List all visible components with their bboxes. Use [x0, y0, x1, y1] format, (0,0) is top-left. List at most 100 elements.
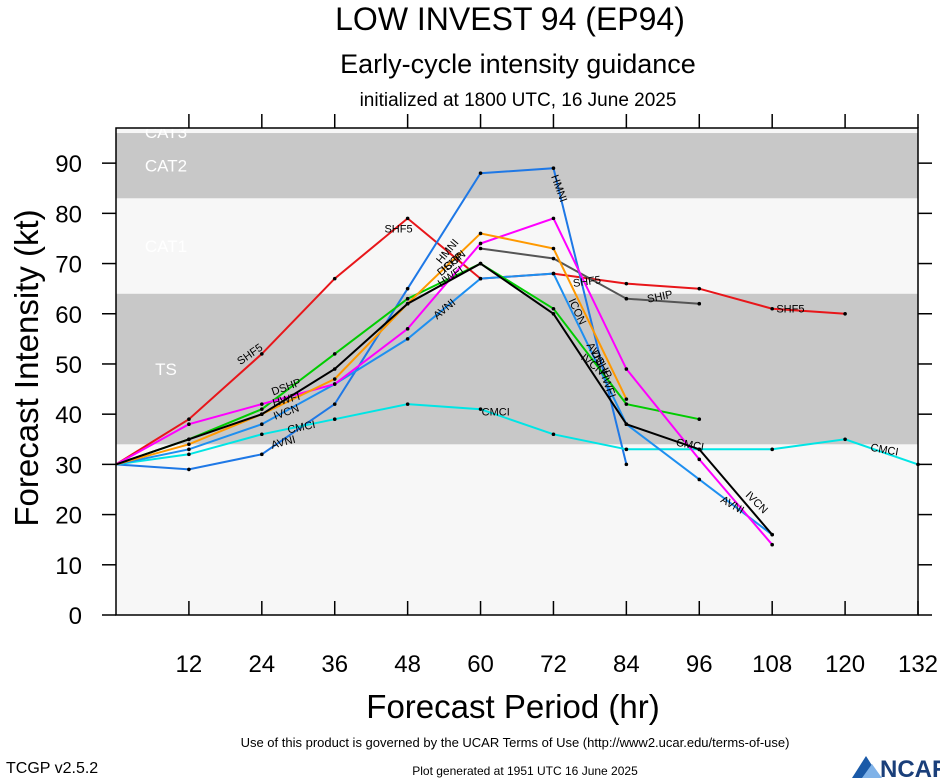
data-point-hwfi	[624, 367, 629, 371]
x-tick-label: 84	[613, 651, 640, 678]
data-point-avni	[697, 477, 702, 482]
data-point-ship	[478, 246, 483, 251]
x-axis-label: Forecast Period (hr)	[366, 688, 659, 725]
chart-title: LOW INVEST 94 (EP94)	[335, 1, 685, 37]
x-tick-label: 24	[248, 651, 275, 678]
data-point-cmci	[551, 432, 556, 437]
y-tick-label: 0	[69, 603, 82, 630]
data-point-avni	[187, 447, 191, 452]
data-point-cmci	[332, 417, 337, 421]
data-point-ivcn	[770, 532, 774, 537]
series-label-cmci: CMCI	[482, 407, 510, 419]
data-point-hwfi	[332, 382, 337, 386]
series-hwfi	[115, 216, 774, 547]
series-cmci	[115, 402, 920, 467]
series-label-ship: SHIP	[646, 289, 674, 306]
data-point-ivcn	[551, 311, 556, 316]
series-label-shf5: SHF5	[572, 274, 602, 290]
data-point-ship	[624, 296, 629, 301]
data-point-cmci	[624, 447, 629, 452]
data-point-icon	[332, 377, 337, 381]
data-point-cmci	[187, 452, 191, 457]
data-point-ivcn	[187, 437, 191, 442]
series-line-hwfi	[115, 217, 773, 546]
data-point-dshp	[624, 402, 629, 406]
y-axis-label: Forecast Intensity (kt)	[8, 209, 45, 526]
data-point-icon	[551, 246, 556, 251]
data-point-shf5	[405, 216, 410, 221]
band-cat3	[116, 128, 918, 134]
data-point-cmci	[405, 402, 410, 406]
init-time: initialized at 1800 UTC, 16 June 2025	[360, 90, 677, 111]
version-label: TCGP v2.5.2	[6, 760, 98, 777]
x-tick-label: 60	[467, 651, 494, 678]
data-point-ivcn	[624, 422, 629, 427]
data-point-hmni	[332, 402, 337, 406]
series-label-shf5: SHF5	[776, 304, 804, 316]
data-point-hmni	[478, 171, 483, 175]
data-point-hmni	[260, 452, 264, 457]
x-tick-label: 48	[394, 651, 421, 678]
x-tick-label: 132	[898, 651, 938, 678]
x-tick-label: 108	[752, 651, 792, 678]
data-point-avni	[405, 337, 410, 341]
data-point-dshp	[551, 306, 556, 311]
data-point-hwfi	[551, 216, 556, 221]
series-label-shf5: SHF5	[384, 223, 412, 235]
band-label-cat1: CAT1	[145, 237, 187, 256]
series-hmni	[115, 166, 629, 472]
terms-of-use[interactable]: Use of this product is governed by the U…	[241, 735, 790, 750]
data-point-hwfi	[187, 422, 191, 427]
data-point-cmci	[260, 432, 264, 437]
band-label-cat2: CAT2	[145, 157, 187, 176]
band-label-cat3: CAT3	[145, 123, 187, 142]
category-bands: TS CAT1 CAT2 CAT3	[116, 123, 918, 615]
x-tick-label: 96	[686, 651, 713, 678]
data-point-hmni	[405, 286, 410, 291]
axis-ticks: 12 24 36 48 60 72 84 96 108 120 132 0 10 20 30 40 50 60 70…	[55, 114, 938, 678]
band-label-ts: TS	[155, 360, 177, 379]
data-point-ivcn	[478, 261, 483, 266]
generated-time: Plot generated at 1951 UTC 16 June 2025	[412, 764, 638, 778]
y-tick-label: 40	[55, 402, 82, 429]
series-layer	[115, 166, 920, 547]
data-point-dshp	[260, 407, 264, 411]
data-point-dshp	[405, 296, 410, 301]
x-tick-label: 36	[321, 651, 348, 678]
series-line-cmci	[115, 403, 919, 466]
data-point-dshp	[697, 417, 702, 421]
series-line-ship	[480, 247, 700, 305]
y-tick-label: 10	[55, 553, 82, 580]
data-point-hmni	[551, 166, 556, 170]
data-point-hmni	[624, 462, 629, 467]
ncar-logo-text: NCAR	[880, 756, 940, 780]
y-tick-label: 70	[55, 252, 82, 279]
y-tick-label: 20	[55, 503, 82, 530]
y-tick-label: 50	[55, 352, 82, 379]
data-point-hwfi	[478, 241, 483, 246]
data-point-icon	[187, 442, 191, 447]
data-point-hwfi	[405, 327, 410, 331]
data-point-icon	[478, 231, 483, 236]
data-point-ivcn	[405, 301, 410, 306]
series-line-avni	[115, 272, 773, 536]
band-cat1	[116, 198, 918, 294]
series-line-hmni	[115, 167, 628, 471]
series-label-cmci: CMCI	[870, 442, 900, 459]
data-point-hmni	[187, 467, 191, 472]
data-point-cmci	[770, 447, 774, 452]
x-tick-label: 120	[825, 651, 865, 678]
series-line-ivcn	[115, 262, 773, 536]
data-point-shf5	[770, 306, 774, 311]
data-point-dshp	[332, 352, 337, 356]
data-point-ship	[697, 301, 702, 306]
ncar-logo: NCAR	[852, 756, 940, 780]
data-point-ship	[551, 256, 556, 261]
data-point-shf5	[843, 311, 847, 316]
series-line-icon	[115, 232, 628, 466]
band-cat2	[116, 133, 918, 199]
data-point-avni	[478, 276, 483, 281]
data-point-hwfi	[697, 457, 702, 462]
series-ship	[478, 246, 702, 306]
data-point-ivcn	[260, 412, 264, 416]
